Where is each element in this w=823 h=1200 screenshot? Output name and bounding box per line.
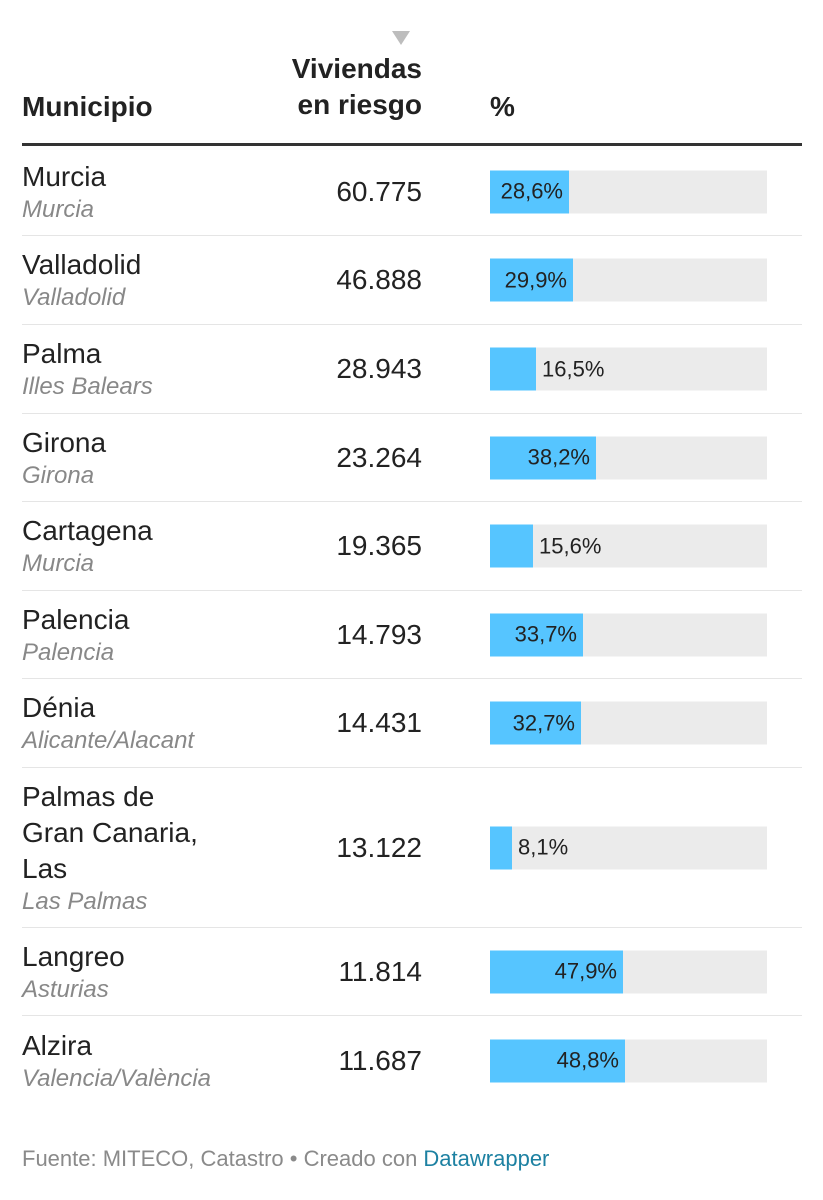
pct-bar [490,826,512,869]
viviendas-value: 14.793 [336,618,422,650]
municipio-name: Valladolid [22,249,142,280]
column-header-viviendas-line2: en riesgo [297,89,422,120]
viviendas-value: 46.888 [336,264,422,295]
pct-bar-track: 29,9% [490,258,767,302]
region-name: Asturias [22,975,109,1003]
column-header-pct[interactable]: % [490,91,515,122]
pct-bar-track: 38,2% [490,436,767,479]
pct-label: 8,1% [518,834,569,860]
region-name: Girona [22,461,95,489]
municipio-name: Palma [22,338,102,369]
table-row: Palmas de Gran Canaria, Las Las Palmas 13.… [22,768,802,928]
column-header-municipio[interactable]: Municipio [22,91,153,122]
table-row: Alzira Valencia/València 11.687 48,8% [22,1016,802,1105]
pct-bar [490,347,536,391]
municipio-cell: Cartagena Murcia [22,513,282,579]
pct-label: 15,6% [539,533,602,558]
municipio-name: Murcia [22,160,107,192]
viviendas-value: 19.365 [336,530,422,561]
region-name: Murcia [22,550,95,577]
sort-descending-icon[interactable] [392,31,410,45]
pct-bar [490,436,596,479]
municipio-name: Langreo [22,940,125,972]
municipio-name: Alzira [22,1029,93,1061]
pct-label: 28,6% [500,178,563,204]
pct-bar [490,701,581,745]
viviendas-value: 14.431 [336,707,422,738]
pct-bar [490,613,583,656]
pct-bar-track: 32,7% [490,701,767,745]
municipio-name: Girona [22,426,107,458]
municipio-cell: Dénia Alicante/Alacant [22,690,282,756]
viviendas-value: 23.264 [336,441,422,473]
pct-bar-track: 8,1% [490,826,767,869]
pct-bar-track: 15,6% [490,524,767,568]
region-name: Murcia [22,195,95,223]
pct-bar-track: 47,9% [490,950,767,993]
viviendas-value: 60.775 [336,175,422,207]
pct-bar [490,170,569,213]
municipio-name: Palencia [22,603,130,635]
pct-label: 47,9% [554,958,617,984]
table-row: Dénia Alicante/Alacant 14.431 32,7% [22,679,802,768]
municipio-name: Palmas de Gran Canaria, Las [22,780,198,884]
pct-label: 33,7% [514,621,577,647]
pct-label: 32,7% [512,710,575,735]
footer-source: Fuente: MITECO, Catastro • Creado con Da… [22,1146,549,1172]
table-row: Cartagena Murcia 19.365 15,6% [22,502,802,591]
pct-bar [490,524,533,568]
table-body: Murcia Murcia 60.775 28,6% Valladolid Vallado… [22,148,802,1105]
municipio-cell: Murcia Murcia [22,159,282,225]
municipio-cell: Palmas de Gran Canaria, Las Las Palmas [22,779,282,917]
viviendas-value: 11.814 [338,955,422,987]
region-name: Las Palmas [22,887,148,915]
table-row: Murcia Murcia 60.775 28,6% [22,148,802,236]
municipio-cell: Palencia Palencia [22,602,282,668]
region-name: Illes Balears [22,373,153,400]
region-name: Valencia/València [22,1064,212,1092]
pct-bar-track: 33,7% [490,613,767,656]
municipio-name: Cartagena [22,515,153,546]
region-name: Valladolid [22,284,126,311]
column-header-viviendas[interactable]: Viviendas en riesgo [292,51,422,123]
pct-label: 48,8% [556,1047,619,1073]
municipio-cell: Langreo Asturias [22,939,282,1005]
municipio-cell: Palma Illes Balears [22,336,282,402]
pct-label: 16,5% [542,356,605,381]
column-header-viviendas-line1: Viviendas [291,53,422,84]
pct-label: 38,2% [527,444,590,470]
pct-bar-track: 28,6% [490,170,767,213]
region-name: Alicante/Alacant [22,727,195,754]
datawrapper-link[interactable]: Datawrapper [423,1146,550,1171]
table-row: Palencia Palencia 14.793 33,7% [22,591,802,679]
pct-bar [490,258,573,302]
table-row: Girona Girona 23.264 38,2% [22,414,802,502]
pct-bar [490,1039,625,1082]
pct-bar-track: 48,8% [490,1039,767,1082]
municipio-cell: Alzira Valencia/València [22,1028,282,1094]
municipio-cell: Valladolid Valladolid [22,247,282,313]
table-header: Municipio Viviendas en riesgo % [22,53,802,146]
table-row: Langreo Asturias 11.814 47,9% [22,928,802,1016]
viviendas-value: 11.687 [338,1044,422,1076]
viviendas-value: 28.943 [336,353,422,384]
table-row: Palma Illes Balears 28.943 16,5% [22,325,802,414]
pct-bar-track: 16,5% [490,347,767,391]
pct-bar [490,950,623,993]
region-name: Palencia [22,638,115,666]
pct-label: 29,9% [504,267,567,292]
viviendas-value: 13.122 [336,831,422,863]
table-row: Valladolid Valladolid 46.888 29,9% [22,236,802,325]
footer-source-text: Fuente: MITECO, Catastro • Creado con [22,1146,424,1171]
municipio-name: Dénia [22,692,96,723]
municipio-cell: Girona Girona [22,425,282,491]
